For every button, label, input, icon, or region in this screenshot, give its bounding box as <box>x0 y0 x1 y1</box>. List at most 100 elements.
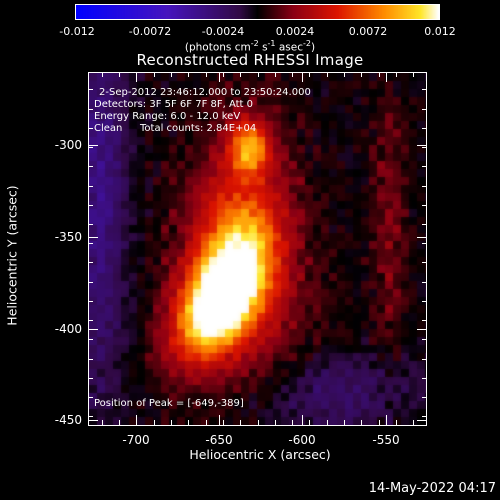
x-tick-label: -600 <box>288 433 316 447</box>
tick-mark <box>422 166 427 168</box>
tick-mark <box>222 72 224 77</box>
x-tick-label: -700 <box>122 433 150 447</box>
tick-mark <box>88 377 93 379</box>
colorbar-units: (photons cm-2 s-1 asec-2) <box>184 39 316 54</box>
image-title: Reconstructed RHESSI Image <box>136 51 364 69</box>
y-tick-label: -450 <box>54 413 82 427</box>
tick-mark <box>188 420 190 425</box>
tick-mark <box>361 72 363 77</box>
y-axis-label: Heliocentric Y (arcsec) <box>4 185 20 326</box>
tick-mark <box>88 262 93 264</box>
tick-mark <box>136 72 137 82</box>
y-tick-label: -300 <box>54 138 82 152</box>
tick-mark <box>88 166 93 168</box>
tick-mark <box>422 300 427 302</box>
tick-mark <box>292 420 294 425</box>
tick-mark <box>257 72 259 77</box>
total-counts-label: Total counts: 2.84E+04 <box>140 123 257 134</box>
colorbar <box>75 4 440 20</box>
tick-mark <box>422 127 427 129</box>
time-range-label: 2-Sep-2012 23:46:12.000 to 23:50:24.000 <box>99 87 311 98</box>
colorbar-tick: -0.0024 <box>201 25 245 38</box>
tick-mark <box>188 72 190 77</box>
tick-mark <box>88 127 93 129</box>
tick-mark <box>378 72 380 77</box>
image-plot: 2-Sep-2012 23:46:12.000 to 23:50:24.000 … <box>88 72 427 426</box>
tick-mark <box>88 397 93 399</box>
tick-mark <box>88 329 98 330</box>
tick-mark <box>378 420 380 425</box>
tick-mark <box>422 358 427 360</box>
tick-mark <box>292 72 294 77</box>
tick-mark <box>422 416 427 418</box>
colorbar-tick: 0.0024 <box>275 25 315 38</box>
tick-mark <box>386 72 387 82</box>
clean-label: Clean <box>94 123 123 134</box>
colorbar-tick: 0.012 <box>424 25 456 38</box>
tick-mark <box>302 415 303 425</box>
tick-mark <box>302 72 303 82</box>
tick-mark <box>417 145 427 146</box>
tick-mark <box>422 108 427 110</box>
tick-mark <box>422 223 427 225</box>
x-axis-label: Heliocentric X (arcsec) <box>189 447 331 462</box>
tick-mark <box>136 420 138 425</box>
tick-mark <box>205 72 207 77</box>
colorbar-tick: 0.0072 <box>348 25 388 38</box>
tick-mark <box>413 72 415 77</box>
tick-mark <box>422 89 427 91</box>
tick-mark <box>88 89 93 91</box>
tick-mark <box>240 72 242 77</box>
tick-mark <box>343 72 345 77</box>
tick-mark <box>422 185 427 187</box>
tick-mark <box>309 72 311 77</box>
tick-mark <box>88 108 93 110</box>
tick-mark <box>309 420 311 425</box>
tick-mark <box>88 416 93 418</box>
tick-mark <box>219 72 220 82</box>
tick-mark <box>88 147 93 149</box>
y-tick-label: -350 <box>54 230 82 244</box>
tick-mark <box>136 72 138 77</box>
tick-mark <box>422 281 427 283</box>
colorbar-tick: -0.0072 <box>128 25 172 38</box>
tick-mark <box>222 420 224 425</box>
tick-mark <box>422 320 427 322</box>
y-tick-label: -400 <box>54 322 82 336</box>
tick-mark <box>422 147 427 149</box>
tick-mark <box>274 72 276 77</box>
energy-range-label: Energy Range: 6.0 - 12.0 keV <box>94 111 241 122</box>
tick-mark <box>119 420 121 425</box>
tick-mark <box>395 420 397 425</box>
tick-mark <box>219 415 220 425</box>
tick-mark <box>101 420 103 425</box>
tick-mark <box>171 72 173 77</box>
tick-mark <box>422 243 427 245</box>
tick-mark <box>326 420 328 425</box>
tick-mark <box>88 281 93 283</box>
tick-mark <box>88 243 93 245</box>
tick-mark <box>417 329 427 330</box>
tick-mark <box>422 397 427 399</box>
tick-mark <box>153 420 155 425</box>
tick-mark <box>326 72 328 77</box>
tick-mark <box>119 72 121 77</box>
tick-mark <box>88 339 93 341</box>
peak-position-label: Position of Peak = [-649,-389] <box>94 398 244 409</box>
tick-mark <box>257 420 259 425</box>
tick-mark <box>422 339 427 341</box>
tick-mark <box>417 237 427 238</box>
tick-mark <box>88 204 93 206</box>
tick-mark <box>240 420 242 425</box>
tick-mark <box>88 358 93 360</box>
solar-image <box>89 73 426 425</box>
tick-mark <box>422 377 427 379</box>
colorbar-tick: -0.012 <box>59 25 95 38</box>
detectors-label: Detectors: 3F 5F 6F 7F 8F, Att 0 <box>94 99 254 110</box>
tick-mark <box>88 300 93 302</box>
tick-mark <box>422 204 427 206</box>
tick-mark <box>88 223 93 225</box>
x-tick-label: -650 <box>205 433 233 447</box>
tick-mark <box>171 420 173 425</box>
x-tick-label: -550 <box>372 433 400 447</box>
